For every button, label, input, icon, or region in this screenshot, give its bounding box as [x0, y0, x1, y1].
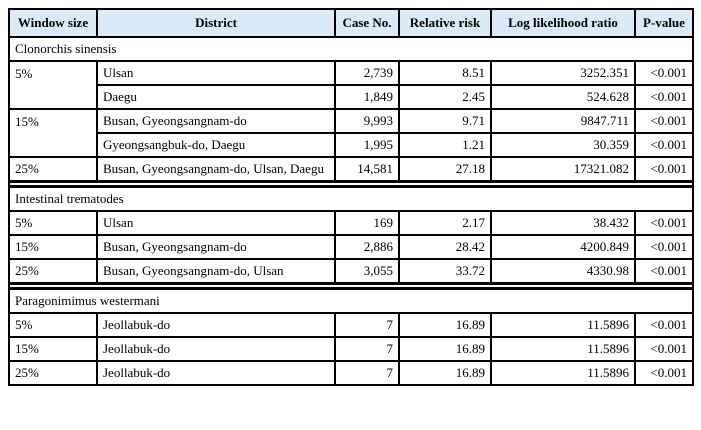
district-cell: Jeollabuk-do	[96, 312, 336, 338]
table-row: 25% Busan, Gyeongsangnam-do, Ulsan 3,055 33…	[8, 258, 694, 285]
header-row: Window size District Case No. Relative risk…	[8, 8, 694, 38]
p-value-cell: <0.001	[634, 360, 694, 386]
group-header-row: Clonorchis sinensis	[8, 36, 694, 62]
case-no-cell: 1,995	[334, 132, 400, 158]
table-row: 25% Jeollabuk-do 7 16.89 11.5896 <0.001	[8, 360, 694, 386]
group-divider	[8, 180, 694, 188]
column-header: P-value	[634, 8, 694, 38]
relative-risk-cell: 2.17	[398, 210, 492, 236]
relative-risk-cell: 9.71	[398, 108, 492, 134]
group-divider	[8, 282, 694, 290]
relative-risk-cell: 28.42	[398, 234, 492, 260]
log-likelihood-ratio-cell: 4330.98	[490, 258, 636, 285]
relative-risk-cell: 16.89	[398, 336, 492, 362]
table-row: Daegu 1,849 2.45 524.628 <0.001	[9, 84, 694, 110]
district-cell: Daegu	[96, 84, 336, 110]
p-value-cell: <0.001	[634, 234, 694, 260]
relative-risk-cell: 1.21	[398, 132, 492, 158]
relative-risk-cell: 33.72	[398, 258, 492, 285]
window-size-cell: 25%	[8, 360, 98, 386]
column-header: Log likelihood ratio	[490, 8, 636, 38]
p-value-cell: <0.001	[634, 312, 694, 338]
column-header: Relative risk	[398, 8, 492, 38]
case-no-cell: 1,849	[334, 84, 400, 110]
district-cell: Ulsan	[96, 60, 336, 86]
log-likelihood-ratio-cell: 4200.849	[490, 234, 636, 260]
relative-risk-cell: 16.89	[398, 360, 492, 386]
group-name: Intestinal trematodes	[8, 185, 694, 212]
case-no-cell: 7	[334, 360, 400, 386]
log-likelihood-ratio-cell: 9847.711	[490, 108, 636, 134]
p-value-cell: <0.001	[634, 60, 694, 86]
p-value-cell: <0.001	[634, 336, 694, 362]
case-no-cell: 9,993	[334, 108, 400, 134]
p-value-cell: <0.001	[634, 132, 694, 158]
district-cell: Gyeongsangbuk-do, Daegu	[96, 132, 336, 158]
district-cell: Busan, Gyeongsangnam-do	[96, 108, 336, 134]
table-row: 15% Busan, Gyeongsangnam-do 9,993 9.71 9847.…	[8, 108, 694, 158]
window-size-cell: 25%	[8, 156, 98, 183]
divider	[8, 180, 694, 188]
district-cell: Jeollabuk-do	[96, 336, 336, 362]
log-likelihood-ratio-cell: 17321.082	[490, 156, 636, 183]
group-name: Clonorchis sinensis	[8, 36, 694, 62]
district-cell: Ulsan	[96, 210, 336, 236]
case-no-cell: 2,886	[334, 234, 400, 260]
column-header: District	[96, 8, 336, 38]
log-likelihood-ratio-cell: 11.5896	[490, 312, 636, 338]
case-no-cell: 7	[334, 336, 400, 362]
window-size-cell: 5%	[8, 60, 98, 110]
case-no-cell: 3,055	[334, 258, 400, 285]
district-cell: Busan, Gyeongsangnam-do	[96, 234, 336, 260]
relative-risk-cell: 2.45	[398, 84, 492, 110]
case-no-cell: 7	[334, 312, 400, 338]
window-size-cell: 5%	[8, 312, 98, 338]
window-size-cell: 25%	[8, 258, 98, 285]
results-table: Window size District Case No. Relative risk…	[8, 8, 694, 386]
group-header-row: Intestinal trematodes	[8, 185, 694, 212]
district-cell: Jeollabuk-do	[96, 360, 336, 386]
table-row: 5% Ulsan 169 2.17 38.432 <0.001	[8, 210, 694, 236]
log-likelihood-ratio-cell: 3252.351	[490, 60, 636, 86]
p-value-cell: <0.001	[634, 156, 694, 183]
case-no-cell: 14,581	[334, 156, 400, 183]
relative-risk-cell: 16.89	[398, 312, 492, 338]
column-header: Window size	[8, 8, 98, 38]
district-cell: Busan, Gyeongsangnam-do, Ulsan	[96, 258, 336, 285]
table-row: Gyeongsangbuk-do, Daegu 1,995 1.21 30.359 <0…	[9, 132, 694, 158]
window-size-cell: 15%	[8, 234, 98, 260]
p-value-cell: <0.001	[634, 210, 694, 236]
column-header: Case No.	[334, 8, 400, 38]
table-row: 5% Ulsan 2,739 8.51 3252.351 <0.001	[8, 60, 694, 110]
p-value-cell: <0.001	[634, 84, 694, 110]
table-row: 15% Busan, Gyeongsangnam-do 2,886 28.42 4200…	[8, 234, 694, 260]
divider	[8, 282, 694, 290]
window-size-cell: 15%	[8, 108, 98, 158]
table-row: 5% Jeollabuk-do 7 16.89 11.5896 <0.001	[8, 312, 694, 338]
p-value-cell: <0.001	[634, 258, 694, 285]
table-row: 25% Busan, Gyeongsangnam-do, Ulsan, Daegu…	[8, 156, 694, 183]
case-no-cell: 2,739	[334, 60, 400, 86]
case-no-cell: 169	[334, 210, 400, 236]
log-likelihood-ratio-cell: 524.628	[490, 84, 636, 110]
log-likelihood-ratio-cell: 38.432	[490, 210, 636, 236]
window-size-cell: 15%	[8, 336, 98, 362]
log-likelihood-ratio-cell: 30.359	[490, 132, 636, 158]
relative-risk-cell: 8.51	[398, 60, 492, 86]
log-likelihood-ratio-cell: 11.5896	[490, 336, 636, 362]
table-row: 15% Jeollabuk-do 7 16.89 11.5896 <0.001	[8, 336, 694, 362]
group-header-row: Paragonimimus westermani	[8, 287, 694, 314]
window-size-cell: 5%	[8, 210, 98, 236]
group-name: Paragonimimus westermani	[8, 287, 694, 314]
district-cell: Busan, Gyeongsangnam-do, Ulsan, Daegu	[96, 156, 336, 183]
p-value-cell: <0.001	[634, 108, 694, 134]
relative-risk-cell: 27.18	[398, 156, 492, 183]
log-likelihood-ratio-cell: 11.5896	[490, 360, 636, 386]
